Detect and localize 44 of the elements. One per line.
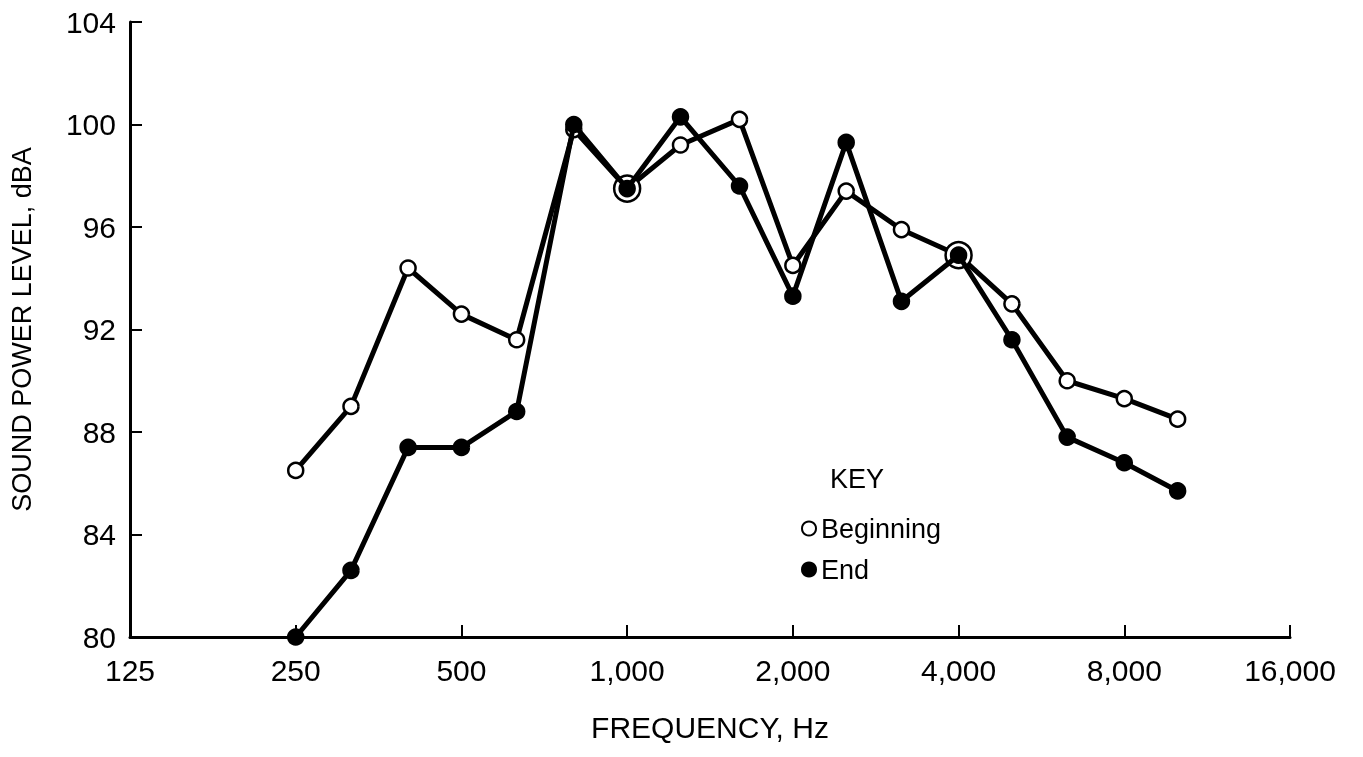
point bbox=[1003, 295, 1021, 313]
point bbox=[784, 256, 802, 275]
point bbox=[837, 182, 855, 200]
point bbox=[1003, 331, 1021, 349]
y-tick-label: 100 bbox=[65, 108, 116, 141]
x-tick-label: 250 bbox=[270, 653, 321, 687]
point bbox=[399, 438, 417, 457]
x-tick-label: 2,000 bbox=[755, 653, 831, 687]
point bbox=[1168, 410, 1187, 428]
x-tick-label: 8,000 bbox=[1086, 653, 1162, 687]
point bbox=[507, 402, 526, 421]
y-tick-label: 96 bbox=[82, 210, 116, 244]
point bbox=[452, 305, 471, 323]
legend-label: End bbox=[821, 554, 870, 585]
y-tick-label: 84 bbox=[82, 518, 116, 551]
y-tick-label: 80 bbox=[82, 620, 116, 654]
point bbox=[1058, 372, 1076, 390]
x-tick-label: 1,000 bbox=[589, 653, 665, 687]
point bbox=[286, 461, 305, 480]
y-tick-label: 92 bbox=[82, 313, 116, 346]
point bbox=[507, 331, 526, 349]
x-tick-label: 16,000 bbox=[1244, 653, 1336, 687]
y-axis-title: SOUND POWER LEVEL, dBA bbox=[6, 147, 37, 512]
point bbox=[399, 259, 417, 277]
y-tick-label: 88 bbox=[82, 415, 116, 449]
point bbox=[671, 108, 690, 126]
x-tick-label: 500 bbox=[436, 653, 487, 687]
point bbox=[784, 287, 802, 305]
legend-title: KEY bbox=[830, 463, 885, 494]
x-tick-label: 125 bbox=[104, 653, 156, 687]
point bbox=[892, 292, 911, 311]
point bbox=[671, 136, 690, 154]
point bbox=[342, 561, 360, 580]
x-axis-title: FREQUENCY, Hz bbox=[591, 710, 829, 744]
point bbox=[342, 397, 360, 416]
x-tick-label: 4,000 bbox=[921, 653, 997, 687]
point bbox=[1058, 428, 1076, 446]
y-tick-label: 104 bbox=[65, 5, 116, 39]
point bbox=[1168, 482, 1187, 500]
point bbox=[286, 628, 305, 646]
point bbox=[837, 133, 855, 152]
legend-label: Beginning bbox=[821, 513, 942, 544]
point bbox=[452, 438, 471, 457]
point bbox=[892, 220, 911, 239]
